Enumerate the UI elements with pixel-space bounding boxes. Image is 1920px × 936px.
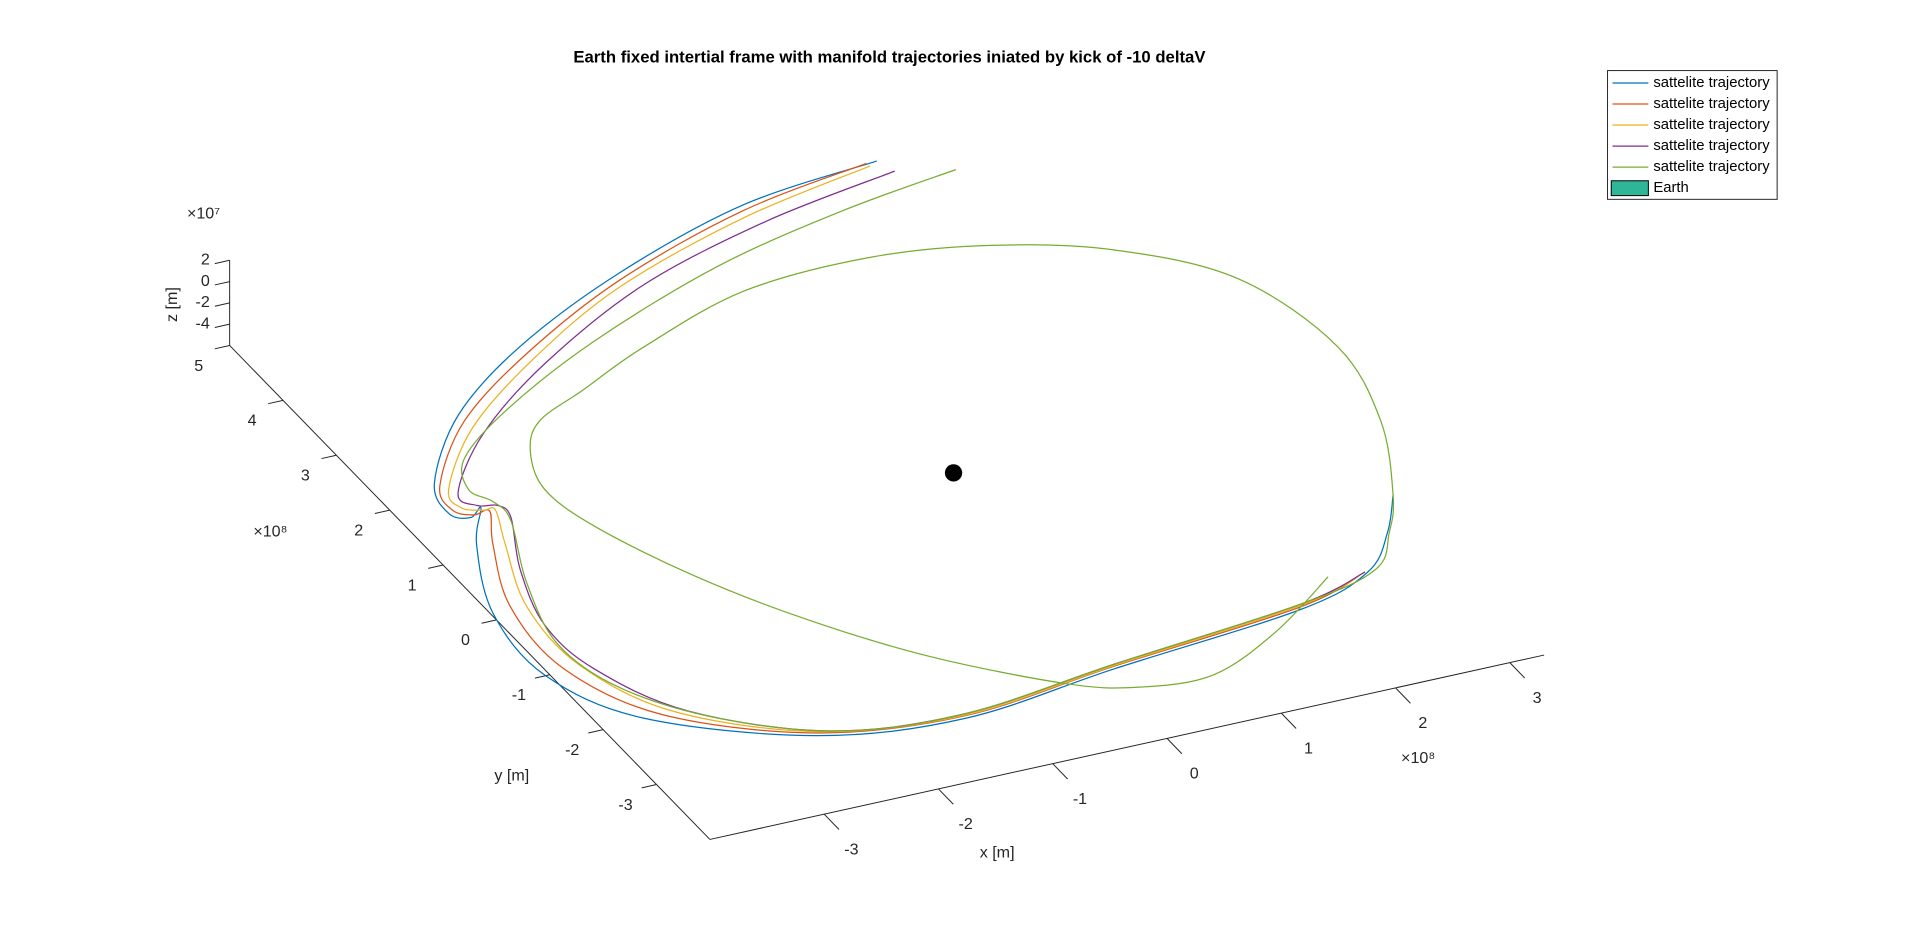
x-axis-label: x [m]	[980, 843, 1015, 861]
trajectory-line	[439, 162, 1366, 734]
y-tick-label: 2	[354, 521, 363, 539]
y-axis	[229, 345, 711, 840]
legend: sattelite trajectory sattelite trajectory…	[1607, 70, 1778, 200]
x-tick	[1280, 712, 1297, 729]
x-tick	[823, 813, 840, 830]
x-tick-label: 1	[1304, 739, 1313, 757]
y-tick	[321, 454, 337, 460]
legend-label: sattelite trajectory	[1653, 159, 1770, 175]
x-tick-label: 3	[1533, 689, 1542, 707]
x-tick	[1052, 763, 1068, 780]
legend-box	[1607, 70, 1778, 200]
z-tick	[214, 259, 230, 265]
y-tick-label: 3	[301, 467, 310, 485]
legend-label: sattelite trajectory	[1653, 75, 1770, 91]
legend-swatch	[1610, 180, 1649, 197]
y-tick-label: 4	[248, 412, 257, 430]
z-tick	[214, 281, 230, 286]
x-tick-label: 0	[1190, 765, 1199, 783]
y-tick-label: -3	[618, 796, 632, 814]
legend-label: sattelite trajectory	[1653, 96, 1770, 112]
z-axis-label: z [m]	[163, 287, 181, 322]
x-tick-label: -2	[959, 815, 973, 833]
z-tick	[214, 323, 230, 328]
y-tick-label: 0	[461, 631, 470, 649]
z-tick-label: -2	[196, 293, 210, 311]
x-tick	[1395, 687, 1411, 704]
z-multiplier: ×10⁷	[187, 204, 220, 222]
x-tick-label: -1	[1073, 790, 1087, 808]
z-tick-label: 0	[201, 272, 210, 290]
x-tick	[938, 788, 954, 805]
x-multiplier: ×10⁸	[1401, 749, 1435, 767]
trajectory-line	[461, 169, 1395, 732]
x-tick-label: -3	[844, 840, 858, 858]
x-axis	[709, 654, 1545, 840]
y-axis-label: y [m]	[494, 767, 529, 785]
y-tick	[588, 729, 604, 734]
y-tick	[374, 509, 390, 514]
chart-title: Earth fixed intertial frame with manifol…	[573, 48, 1206, 67]
earth-marker	[944, 464, 963, 482]
z-tick-label: -4	[196, 314, 210, 332]
x-tick	[1166, 738, 1183, 755]
legend-label: Earth	[1653, 180, 1688, 196]
y-tick	[534, 674, 550, 679]
y-tick-label: 1	[408, 576, 417, 594]
y-tick-label: 5	[194, 357, 203, 375]
x-tick	[1509, 662, 1526, 679]
y-tick	[214, 344, 230, 350]
legend-label: sattelite trajectory	[1653, 117, 1770, 133]
x-tick-label: 2	[1418, 714, 1427, 732]
y-tick	[481, 619, 497, 624]
legend-label: sattelite trajectory	[1653, 138, 1770, 154]
y-tick	[268, 399, 284, 405]
y-multiplier: ×10⁸	[253, 523, 287, 541]
y-tick-label: -1	[512, 686, 526, 704]
y-tick	[641, 784, 657, 789]
z-tick-label: 2	[201, 251, 210, 269]
z-tick	[214, 302, 230, 307]
y-tick-label: -2	[565, 741, 579, 759]
trajectory-line	[433, 160, 1394, 737]
trajectory-line	[457, 170, 1366, 732]
y-tick	[428, 564, 444, 569]
trajectory-line	[447, 165, 1366, 733]
